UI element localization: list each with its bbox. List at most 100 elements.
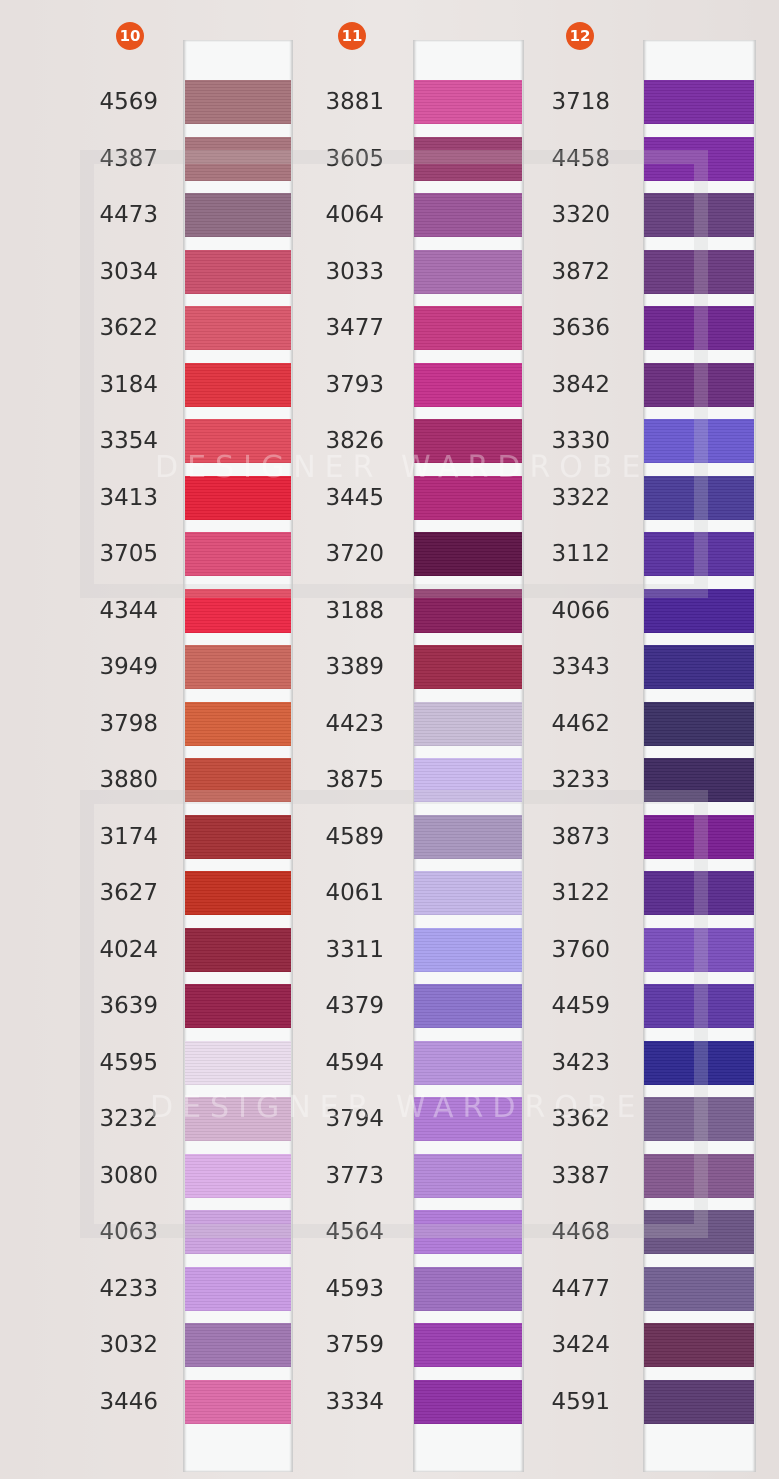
shade-code: 3875 <box>325 767 384 793</box>
shade-code: 3759 <box>325 1332 384 1358</box>
shade-code: 3718 <box>551 89 610 115</box>
column-number-badge: 11 <box>338 22 366 50</box>
thread-swatch <box>185 1153 291 1198</box>
shade-code: 3842 <box>551 371 610 398</box>
thread-swatch <box>414 1210 522 1254</box>
thread-swatch <box>414 249 522 294</box>
shade-code: 3445 <box>325 484 384 511</box>
shade-code: 3362 <box>551 1106 610 1132</box>
thread-swatch <box>414 758 522 802</box>
thread-swatch <box>185 1379 291 1424</box>
shade-code: 3413 <box>99 484 158 511</box>
thread-swatch <box>644 588 754 633</box>
thread-swatch <box>644 927 754 972</box>
shade-code: 3188 <box>325 597 384 624</box>
thread-swatch <box>414 927 522 972</box>
thread-swatch <box>414 588 522 633</box>
thread-swatch <box>644 475 754 520</box>
thread-swatch <box>185 701 291 746</box>
thread-swatch <box>185 1097 291 1141</box>
shade-code: 4024 <box>99 936 158 963</box>
thread-swatch <box>414 193 522 237</box>
shade-code: 3760 <box>551 936 610 963</box>
thread-swatch <box>185 80 291 124</box>
shade-code: 3622 <box>99 315 158 341</box>
shade-code: 4458 <box>551 145 610 172</box>
column-number-badge: 10 <box>116 22 144 50</box>
shade-code: 3639 <box>99 993 158 1019</box>
shade-code: 3389 <box>325 654 384 680</box>
thread-swatch <box>644 758 754 802</box>
shade-code: 3233 <box>551 767 610 793</box>
thread-swatch <box>185 588 291 633</box>
thread-swatch <box>644 1266 754 1311</box>
thread-swatch <box>644 1097 754 1141</box>
thread-swatch <box>185 475 291 520</box>
shade-code: 3705 <box>99 541 158 567</box>
shade-code: 3330 <box>551 428 610 454</box>
thread-swatch <box>644 249 754 294</box>
thread-swatch <box>414 1323 522 1367</box>
shade-code: 4061 <box>325 880 384 906</box>
shade-code: 4344 <box>99 597 158 624</box>
shade-code: 3872 <box>551 258 610 285</box>
shade-code: 3387 <box>551 1162 610 1189</box>
thread-swatch <box>185 136 291 181</box>
thread-swatch <box>644 984 754 1028</box>
shade-code: 3334 <box>325 1388 384 1415</box>
thread-swatch <box>644 1040 754 1085</box>
shade-code: 3354 <box>99 428 158 454</box>
thread-swatch <box>644 80 754 124</box>
thread-swatch <box>414 419 522 463</box>
thread-swatch <box>414 475 522 520</box>
shade-code: 3320 <box>551 202 610 228</box>
thread-swatch <box>644 362 754 407</box>
watermark-logo <box>80 150 708 598</box>
thread-swatch <box>644 701 754 746</box>
shade-code: 3605 <box>325 145 384 172</box>
shade-code: 3798 <box>99 710 158 737</box>
thread-swatch <box>644 419 754 463</box>
shade-code: 4468 <box>551 1219 610 1245</box>
shade-code: 4423 <box>325 710 384 737</box>
thread-swatch <box>644 193 754 237</box>
shade-code: 3034 <box>99 258 158 285</box>
thread-swatch <box>644 136 754 181</box>
shade-code: 3477 <box>325 315 384 341</box>
thread-swatch <box>414 645 522 689</box>
shade-code: 3794 <box>325 1106 384 1132</box>
shade-code: 4591 <box>551 1388 610 1415</box>
shade-code: 3873 <box>551 823 610 850</box>
shade-code: 3880 <box>99 767 158 793</box>
shade-code: 4233 <box>99 1275 158 1302</box>
thread-swatch <box>644 1323 754 1367</box>
thread-swatch <box>644 871 754 915</box>
thread-swatch <box>185 1323 291 1367</box>
thread-swatch <box>414 984 522 1028</box>
column-number-badge: 12 <box>566 22 594 50</box>
thread-swatch <box>185 532 291 576</box>
thread-swatch <box>414 814 522 859</box>
shade-code: 4462 <box>551 710 610 737</box>
thread-swatch <box>644 306 754 350</box>
thread-swatch <box>414 80 522 124</box>
shade-code: 4379 <box>325 993 384 1019</box>
thread-swatch <box>185 419 291 463</box>
thread-swatch <box>414 1097 522 1141</box>
thread-swatch <box>414 532 522 576</box>
thread-swatch <box>414 701 522 746</box>
thread-swatch <box>414 1379 522 1424</box>
thread-swatch <box>185 1210 291 1254</box>
shade-code: 3636 <box>551 315 610 341</box>
thread-swatch <box>414 306 522 350</box>
thread-swatch <box>185 927 291 972</box>
shade-code: 3881 <box>325 89 384 115</box>
shade-code: 3122 <box>551 880 610 906</box>
shade-code: 4064 <box>325 202 384 228</box>
shade-code: 3232 <box>99 1106 158 1132</box>
shade-code: 4589 <box>325 823 384 850</box>
thread-swatch <box>185 1266 291 1311</box>
shade-code: 3174 <box>99 823 158 850</box>
thread-swatch <box>185 1040 291 1085</box>
shade-code: 3343 <box>551 654 610 680</box>
